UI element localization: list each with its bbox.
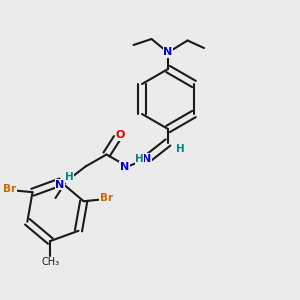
Text: N: N [142, 154, 152, 164]
Text: H: H [176, 143, 184, 154]
Text: N: N [120, 161, 129, 172]
Text: H: H [64, 172, 74, 182]
Text: N: N [164, 47, 172, 58]
Text: O: O [115, 130, 125, 140]
Text: H: H [135, 154, 144, 164]
Text: Br: Br [4, 184, 16, 194]
Text: Br: Br [100, 193, 113, 203]
Text: CH₃: CH₃ [41, 257, 59, 267]
Text: N: N [56, 179, 64, 190]
